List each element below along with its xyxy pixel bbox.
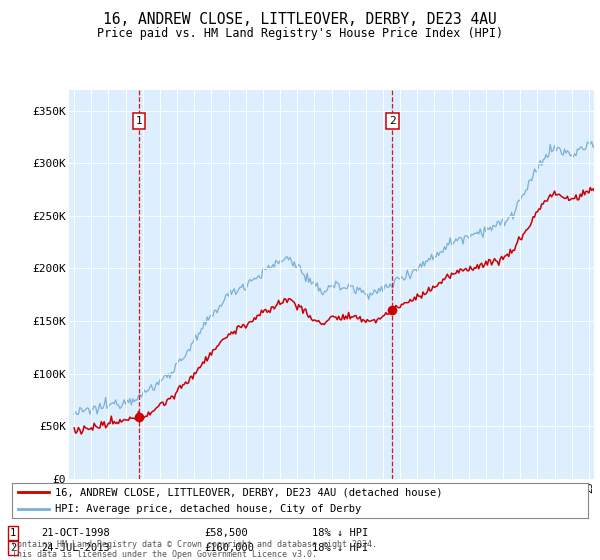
Text: 1: 1 (10, 528, 16, 538)
Text: Contains HM Land Registry data © Crown copyright and database right 2024.
This d: Contains HM Land Registry data © Crown c… (12, 540, 377, 559)
Text: 18% ↓ HPI: 18% ↓ HPI (312, 543, 368, 553)
Text: 2: 2 (389, 116, 396, 126)
Text: £160,000: £160,000 (204, 543, 254, 553)
Text: £58,500: £58,500 (204, 528, 248, 538)
Text: Price paid vs. HM Land Registry's House Price Index (HPI): Price paid vs. HM Land Registry's House … (97, 27, 503, 40)
Text: 18% ↓ HPI: 18% ↓ HPI (312, 528, 368, 538)
Text: 21-OCT-1998: 21-OCT-1998 (41, 528, 110, 538)
Text: 2: 2 (10, 543, 16, 553)
Text: 16, ANDREW CLOSE, LITTLEOVER, DERBY, DE23 4AU: 16, ANDREW CLOSE, LITTLEOVER, DERBY, DE2… (103, 12, 497, 27)
Text: 24-JUL-2013: 24-JUL-2013 (41, 543, 110, 553)
Text: 1: 1 (136, 116, 143, 126)
Text: 16, ANDREW CLOSE, LITTLEOVER, DERBY, DE23 4AU (detached house): 16, ANDREW CLOSE, LITTLEOVER, DERBY, DE2… (55, 487, 443, 497)
Text: HPI: Average price, detached house, City of Derby: HPI: Average price, detached house, City… (55, 504, 361, 514)
